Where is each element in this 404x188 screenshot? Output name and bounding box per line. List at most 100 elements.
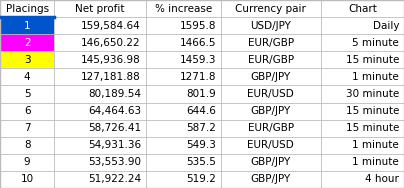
Text: 1466.5: 1466.5 [179,38,216,48]
Bar [0,154,54,171]
Text: GBP/JPY: GBP/JPY [250,157,291,167]
Bar [0,51,54,68]
Bar [221,68,321,86]
Text: 54,931.36: 54,931.36 [88,140,141,150]
Bar [0,17,54,34]
Text: 53,553.90: 53,553.90 [88,157,141,167]
Bar [146,86,221,102]
Bar [54,51,146,68]
Bar [221,17,321,34]
Text: 1459.3: 1459.3 [179,55,216,65]
Bar [321,154,404,171]
Bar [221,0,321,17]
Text: 587.2: 587.2 [186,123,216,133]
Text: 801.9: 801.9 [186,89,216,99]
Bar [221,102,321,120]
Text: GBP/JPY: GBP/JPY [250,106,291,116]
Bar [146,171,221,188]
Text: Daily: Daily [372,21,399,31]
Bar [146,68,221,86]
Bar [321,68,404,86]
Text: EUR/USD: EUR/USD [247,140,294,150]
Text: USD/JPY: USD/JPY [250,21,291,31]
Bar [54,34,146,51]
Bar [146,0,221,17]
Bar [221,171,321,188]
Text: 535.5: 535.5 [186,157,216,167]
Bar [146,102,221,120]
Bar [0,102,54,120]
Text: % increase: % increase [155,4,212,14]
Bar [146,17,221,34]
Bar [321,17,404,34]
Text: Chart: Chart [348,4,377,14]
Text: 127,181.88: 127,181.88 [81,72,141,82]
Text: EUR/GBP: EUR/GBP [248,55,294,65]
Text: 5: 5 [24,89,30,99]
Bar [146,120,221,137]
Text: 1: 1 [24,21,30,31]
Text: 549.3: 549.3 [186,140,216,150]
Text: EUR/GBP: EUR/GBP [248,123,294,133]
Bar [54,17,146,34]
Bar [0,137,54,154]
Bar [54,102,146,120]
Text: 58,726.41: 58,726.41 [88,123,141,133]
Bar [321,51,404,68]
Bar [146,154,221,171]
Text: 519.2: 519.2 [186,174,216,184]
Bar [321,0,404,17]
Bar [0,120,54,137]
Text: 9: 9 [24,157,30,167]
Text: 4 hour: 4 hour [365,174,399,184]
Bar [54,171,146,188]
Text: 5 minute: 5 minute [352,38,399,48]
Text: 6: 6 [24,106,30,116]
Text: 15 minute: 15 minute [346,123,399,133]
Text: 10: 10 [21,174,34,184]
Bar [221,137,321,154]
Text: GBP/JPY: GBP/JPY [250,174,291,184]
Bar [54,0,146,17]
Bar [54,120,146,137]
Text: EUR/USD: EUR/USD [247,89,294,99]
Bar [54,86,146,102]
Text: GBP/JPY: GBP/JPY [250,72,291,82]
Bar [221,34,321,51]
Text: 1 minute: 1 minute [352,72,399,82]
Text: 8: 8 [24,140,30,150]
Text: 1 minute: 1 minute [352,157,399,167]
Bar [54,154,146,171]
Bar [0,0,54,17]
Text: 145,936.98: 145,936.98 [81,55,141,65]
Text: Currency pair: Currency pair [235,4,306,14]
Bar [221,86,321,102]
Text: 1 minute: 1 minute [352,140,399,150]
Bar [321,120,404,137]
Text: 3: 3 [24,55,30,65]
Text: 644.6: 644.6 [186,106,216,116]
Text: 1595.8: 1595.8 [179,21,216,31]
Bar [321,171,404,188]
Text: Net profit: Net profit [75,4,125,14]
Text: 159,584.64: 159,584.64 [81,21,141,31]
Text: Placings: Placings [6,4,48,14]
Bar [221,51,321,68]
Bar [221,120,321,137]
Bar [0,34,54,51]
Bar [0,171,54,188]
Text: 1271.8: 1271.8 [179,72,216,82]
Text: 64,464.63: 64,464.63 [88,106,141,116]
Bar [321,137,404,154]
Bar [221,154,321,171]
Bar [321,34,404,51]
Text: EUR/GBP: EUR/GBP [248,38,294,48]
Text: 80,189.54: 80,189.54 [88,89,141,99]
Bar [321,102,404,120]
Text: 51,922.24: 51,922.24 [88,174,141,184]
Bar [0,86,54,102]
Text: 4: 4 [24,72,30,82]
Text: 146,650.22: 146,650.22 [81,38,141,48]
Text: 15 minute: 15 minute [346,55,399,65]
Text: 15 minute: 15 minute [346,106,399,116]
